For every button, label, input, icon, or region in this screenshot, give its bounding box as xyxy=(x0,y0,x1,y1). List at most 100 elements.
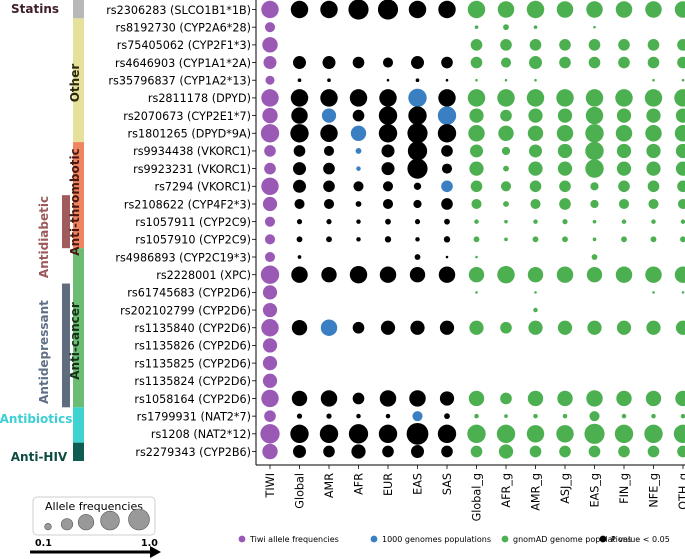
data-point xyxy=(407,158,428,179)
data-point xyxy=(469,161,484,176)
data-points xyxy=(260,0,685,460)
data-point xyxy=(406,422,429,445)
data-point xyxy=(264,234,276,245)
row-label: rs1058164 (CYP2D6) xyxy=(134,393,251,406)
data-point xyxy=(291,107,308,124)
data-point xyxy=(441,56,453,69)
data-point xyxy=(645,390,662,407)
data-point xyxy=(381,162,395,176)
row-label: rs7294 (VKORC1) xyxy=(154,181,251,194)
data-point xyxy=(618,445,630,458)
data-point xyxy=(529,56,542,70)
data-point xyxy=(319,424,339,444)
data-point xyxy=(556,125,574,142)
row-label: rs4646903 (CYP1A1*2A) xyxy=(115,57,251,70)
column-label: FIN_g xyxy=(618,473,631,504)
data-point xyxy=(559,445,571,458)
data-point xyxy=(469,320,484,335)
column-labels: TIWI Global AMR AFR EUR EAS SAS Global_g AFR_g AM… xyxy=(264,465,685,521)
row-label: rs1799931 (NAT2*7) xyxy=(137,410,251,423)
data-point xyxy=(471,198,482,210)
data-point xyxy=(385,413,391,419)
data-point xyxy=(585,141,604,161)
data-point xyxy=(439,391,455,406)
category-bar xyxy=(73,248,84,408)
data-point xyxy=(562,236,568,243)
data-point xyxy=(677,180,685,193)
data-point xyxy=(411,445,424,458)
data-point xyxy=(590,199,599,209)
row-label: rs4986893 (CYP2C19*3) xyxy=(115,251,251,264)
data-point xyxy=(591,254,598,260)
category-label: Other xyxy=(68,64,82,103)
data-point xyxy=(409,390,426,407)
data-point xyxy=(468,125,485,142)
data-point xyxy=(559,180,571,193)
data-point xyxy=(618,39,630,51)
row-label: rs1135840 (CYP2D6) xyxy=(134,322,251,335)
data-point xyxy=(262,355,278,371)
drug-category-annotations: Statins Other Anti-thrombotic Antidiabetic A… xyxy=(0,0,84,464)
column-label: NFE_g xyxy=(648,473,661,508)
data-point xyxy=(504,237,508,242)
data-point xyxy=(681,78,685,82)
data-point xyxy=(680,413,685,419)
data-point xyxy=(323,145,335,156)
size-legend-title: Allele frequencies xyxy=(45,500,143,513)
data-point xyxy=(378,124,398,143)
data-point xyxy=(469,108,484,123)
row-labels: rs2306283 (SLCO1B1*1B) rs8192730 (CYP2A6*… xyxy=(106,4,256,459)
data-point xyxy=(647,180,660,193)
data-point xyxy=(262,37,278,53)
category-bar xyxy=(73,18,84,143)
data-point xyxy=(320,319,338,336)
data-point xyxy=(262,373,278,388)
column-label: Global xyxy=(294,473,307,509)
data-point xyxy=(348,0,369,20)
data-point xyxy=(262,443,278,460)
legend-label: 1000 genomes populations xyxy=(382,535,491,544)
data-point xyxy=(323,162,335,175)
data-point xyxy=(616,143,632,159)
data-point xyxy=(652,291,655,294)
data-point xyxy=(615,125,633,142)
data-point xyxy=(264,22,276,33)
data-point xyxy=(322,56,336,70)
row-label: rs2279343 (CYP2B6) xyxy=(135,446,251,459)
data-point xyxy=(527,390,544,407)
data-point xyxy=(651,219,656,224)
data-point xyxy=(291,266,308,283)
column-label: AFR xyxy=(353,473,366,495)
data-point xyxy=(652,78,655,82)
data-point xyxy=(444,413,450,420)
data-point xyxy=(500,109,512,122)
data-point xyxy=(556,89,574,107)
data-point xyxy=(500,39,512,51)
column-label: AMR_g xyxy=(530,473,543,511)
data-point xyxy=(415,237,420,242)
data-point xyxy=(616,161,632,176)
data-point xyxy=(498,125,514,141)
data-point xyxy=(413,199,422,209)
data-point xyxy=(528,320,543,335)
data-point xyxy=(616,320,632,335)
data-point xyxy=(500,321,512,334)
data-point xyxy=(586,267,603,283)
category-bar xyxy=(73,442,84,461)
category-label: Antidiabetic xyxy=(37,196,51,278)
data-point xyxy=(474,413,479,419)
data-point xyxy=(677,39,685,51)
data-point xyxy=(444,218,450,225)
data-point xyxy=(585,124,604,143)
data-point xyxy=(290,89,309,107)
data-point xyxy=(559,56,571,69)
data-point xyxy=(529,445,542,458)
data-point xyxy=(562,413,568,419)
data-point xyxy=(585,89,604,107)
data-point xyxy=(562,219,568,225)
category-label: Anti-cancer xyxy=(68,302,82,380)
data-point xyxy=(647,445,660,458)
data-point xyxy=(350,125,367,141)
data-point xyxy=(646,320,661,335)
data-point xyxy=(320,0,338,19)
